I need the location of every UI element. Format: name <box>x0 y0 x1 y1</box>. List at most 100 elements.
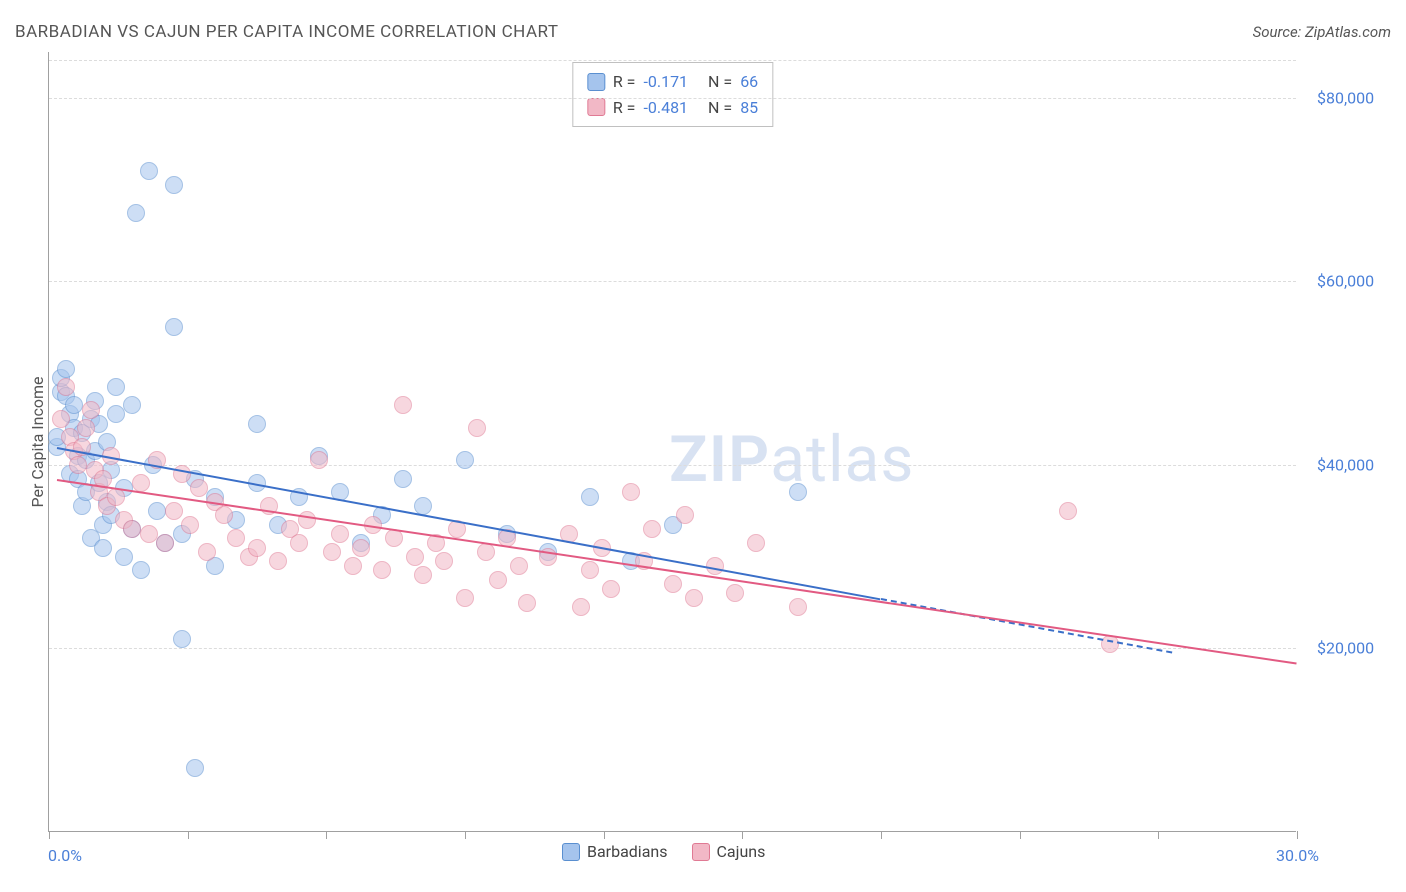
chart-title: BARBADIAN VS CAJUN PER CAPITA INCOME COR… <box>15 22 559 42</box>
data-point <box>406 548 424 566</box>
legend-swatch-cajuns <box>692 843 710 861</box>
data-point <box>323 543 341 561</box>
swatch-cajuns <box>587 98 605 116</box>
data-point <box>290 534 308 552</box>
plot-area: ZIPatlas R = -0.171 N = 66 R = -0.481 N … <box>48 52 1296 832</box>
data-point <box>394 470 412 488</box>
data-point <box>414 566 432 584</box>
x-label-end: 30.0% <box>1276 846 1319 865</box>
x-tick <box>326 831 327 839</box>
data-point <box>165 502 183 520</box>
data-point <box>789 598 807 616</box>
legend-label: Barbadians <box>587 842 668 861</box>
data-point <box>82 401 100 419</box>
x-tick <box>1158 831 1159 839</box>
data-point <box>94 539 112 557</box>
data-point <box>298 511 316 529</box>
r-value-barbadians: -0.171 <box>643 69 688 95</box>
data-point <box>331 525 349 543</box>
data-point <box>726 584 744 602</box>
x-tick <box>465 831 466 839</box>
legend-item-barbadians: Barbadians <box>562 842 668 861</box>
y-tick-label: $20,000 <box>1317 639 1374 658</box>
data-point <box>123 396 141 414</box>
data-point <box>643 520 661 538</box>
data-point <box>165 176 183 194</box>
data-point <box>269 552 287 570</box>
data-point <box>510 557 528 575</box>
n-label: N = <box>708 69 732 95</box>
x-tick <box>742 831 743 839</box>
data-point <box>140 525 158 543</box>
data-point <box>123 520 141 538</box>
chart-header: BARBADIAN VS CAJUN PER CAPITA INCOME COR… <box>15 22 1391 42</box>
watermark-part1: ZIP <box>669 422 770 497</box>
stats-row-barbadians: R = -0.171 N = 66 <box>587 69 758 95</box>
x-tick <box>1020 831 1021 839</box>
data-point <box>115 548 133 566</box>
data-point <box>685 589 703 607</box>
data-point <box>77 419 95 437</box>
data-point <box>435 552 453 570</box>
legend-item-cajuns: Cajuns <box>692 842 766 861</box>
data-point <box>581 561 599 579</box>
data-point <box>107 378 125 396</box>
data-point <box>747 534 765 552</box>
gridline <box>49 98 1296 99</box>
data-point <box>572 598 590 616</box>
data-point <box>186 759 204 777</box>
legend-swatch-barbadians <box>562 843 580 861</box>
data-point <box>310 451 328 469</box>
y-tick-label: $80,000 <box>1317 88 1374 107</box>
r-label: R = <box>613 69 636 95</box>
data-point <box>489 571 507 589</box>
data-point <box>468 419 486 437</box>
data-point <box>602 580 620 598</box>
n-value-barbadians: 66 <box>740 69 758 95</box>
data-point <box>477 543 495 561</box>
data-point <box>581 488 599 506</box>
x-label-start: 0.0% <box>48 846 82 865</box>
data-point <box>173 465 191 483</box>
y-tick-label: $40,000 <box>1317 455 1374 474</box>
gridline <box>49 60 1296 61</box>
swatch-barbadians <box>587 73 605 91</box>
data-point <box>518 594 536 612</box>
data-point <box>352 539 370 557</box>
correlation-stats-box: R = -0.171 N = 66 R = -0.481 N = 85 <box>572 62 773 127</box>
legend-label: Cajuns <box>717 842 766 861</box>
trend-line <box>57 479 1297 665</box>
data-point <box>156 534 174 552</box>
data-point <box>394 396 412 414</box>
x-tick <box>188 831 189 839</box>
data-point <box>140 162 158 180</box>
source-attribution: Source: ZipAtlas.com <box>1253 23 1391 41</box>
data-point <box>57 360 75 378</box>
data-point <box>676 506 694 524</box>
data-point <box>198 543 216 561</box>
data-point <box>57 378 75 396</box>
data-point <box>173 630 191 648</box>
data-point <box>789 483 807 501</box>
data-point <box>165 318 183 336</box>
y-tick-label: $60,000 <box>1317 272 1374 291</box>
data-point <box>373 561 391 579</box>
x-tick <box>1297 831 1298 839</box>
trend-line-dashed <box>881 598 1173 653</box>
gridline <box>49 465 1296 466</box>
x-tick <box>881 831 882 839</box>
series-legend: Barbadians Cajuns <box>562 842 765 861</box>
data-point <box>664 575 682 593</box>
data-point <box>344 557 362 575</box>
data-point <box>132 561 150 579</box>
data-point <box>385 529 403 547</box>
data-point <box>248 415 266 433</box>
x-tick <box>604 831 605 839</box>
data-point <box>69 456 87 474</box>
y-axis-title: Per Capita Income <box>28 377 47 508</box>
data-point <box>107 405 125 423</box>
data-point <box>456 451 474 469</box>
data-point <box>622 483 640 501</box>
data-point <box>52 410 70 428</box>
data-point <box>215 506 233 524</box>
